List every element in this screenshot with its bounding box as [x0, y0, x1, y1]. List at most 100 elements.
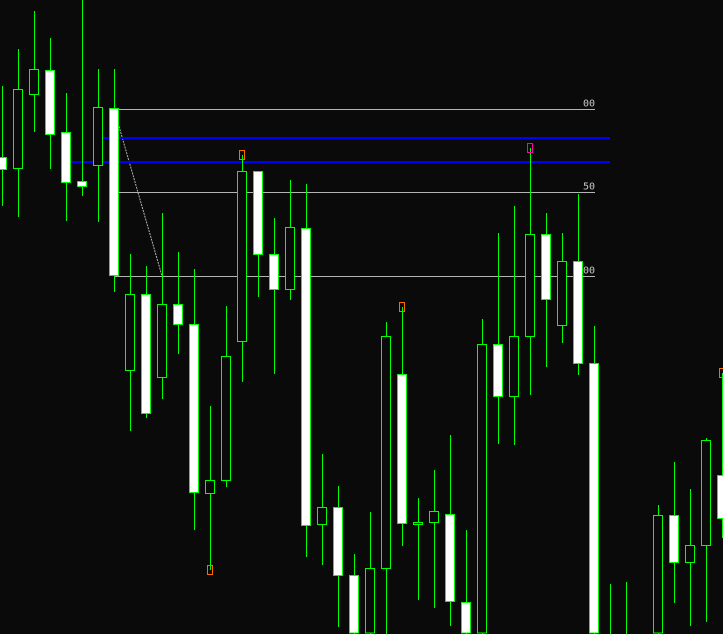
candle — [429, 470, 439, 608]
candle — [0, 86, 7, 206]
bear-candle-body — [189, 324, 199, 493]
bull-candle-body — [93, 107, 103, 166]
candle — [205, 406, 215, 570]
bear-candle-body — [493, 344, 503, 397]
bear-candle-body — [301, 228, 311, 526]
bear-candle-body — [333, 507, 343, 576]
bull-candle-body — [237, 171, 247, 342]
candle — [493, 233, 503, 444]
candle — [301, 184, 311, 557]
candle — [509, 206, 519, 445]
fib-level-label: 00 — [583, 266, 595, 277]
bull-candle-body — [285, 227, 295, 290]
bull-candle-body — [157, 304, 167, 378]
candle — [685, 489, 695, 626]
candle — [13, 49, 23, 217]
candle — [333, 486, 343, 627]
candle — [141, 266, 151, 418]
bull-candle-body — [653, 515, 663, 634]
signal-marker — [207, 565, 213, 575]
fib-trendline[interactable] — [113, 108, 163, 277]
bear-candle-body — [669, 515, 679, 563]
candle — [557, 233, 567, 343]
bear-candle-body — [0, 157, 7, 170]
bull-candle-body — [221, 356, 231, 481]
bull-candle-body — [317, 507, 327, 525]
candle — [29, 11, 39, 132]
candle — [45, 38, 55, 169]
candle — [445, 435, 455, 626]
candle — [413, 498, 423, 600]
candle — [125, 254, 135, 431]
bear-candle-body — [573, 261, 583, 364]
bear-candle-body — [349, 575, 359, 634]
signal-marker — [527, 143, 533, 153]
candle — [109, 69, 119, 292]
bear-candle-body — [589, 363, 599, 634]
candle — [189, 269, 199, 530]
bear-candle-body — [45, 70, 55, 135]
signal-marker — [399, 302, 405, 312]
candle — [173, 252, 183, 354]
candle — [317, 454, 327, 565]
bull-candle-body — [205, 480, 215, 494]
bull-candle-body — [685, 545, 695, 563]
fib-level-label: 50 — [583, 182, 595, 193]
bull-candle-body — [13, 89, 23, 169]
bear-candle-body — [717, 475, 723, 519]
candle — [653, 505, 663, 634]
bull-candle-body — [381, 336, 391, 569]
candle — [285, 180, 295, 300]
candle — [253, 171, 263, 297]
bear-candle-body — [397, 374, 407, 524]
bull-candle-body — [29, 69, 39, 95]
candle — [541, 213, 551, 367]
bull-candle-body — [477, 344, 487, 634]
bull-candle-body — [365, 568, 375, 634]
candle — [397, 307, 407, 546]
candle — [61, 93, 71, 221]
candle — [349, 554, 359, 634]
candle — [573, 194, 583, 375]
candle — [269, 218, 279, 374]
signal-marker — [239, 150, 245, 160]
candle — [93, 69, 103, 222]
candle — [477, 319, 487, 634]
bear-candle-body — [445, 514, 455, 602]
candle — [77, 0, 87, 196]
bull-candle-body — [557, 261, 567, 326]
candle — [589, 326, 599, 634]
fibonacci-retracement[interactable]: 00 50 00 — [113, 99, 595, 277]
candle — [381, 322, 391, 634]
horizontal-lines[interactable] — [65, 137, 610, 163]
bear-candle-body — [461, 602, 471, 634]
candle — [461, 530, 471, 634]
bull-candle-body — [429, 511, 439, 523]
candle — [237, 155, 247, 382]
markers — [207, 143, 723, 575]
bull-candle-body — [525, 234, 535, 337]
candle — [525, 148, 535, 395]
candle — [717, 373, 723, 538]
bear-candle-body — [141, 294, 151, 414]
bear-candle-body — [253, 171, 263, 255]
bull-candle-body — [125, 294, 135, 371]
bear-candle-body — [541, 234, 551, 300]
bear-candle-body — [109, 108, 119, 276]
candle — [221, 306, 231, 487]
bull-candle-body — [509, 336, 519, 397]
signal-marker — [719, 368, 723, 378]
bear-candle-body — [61, 132, 71, 183]
bull-candle-body — [701, 440, 711, 546]
fib-level-label: 00 — [583, 99, 595, 110]
candle — [157, 213, 167, 399]
candle — [701, 438, 711, 622]
bear-candle-body — [269, 254, 279, 290]
bear-candle-body — [77, 181, 87, 187]
candle — [669, 462, 679, 603]
candle — [365, 512, 375, 634]
bull-candle-body — [413, 522, 423, 525]
bear-candle-body — [173, 304, 183, 325]
